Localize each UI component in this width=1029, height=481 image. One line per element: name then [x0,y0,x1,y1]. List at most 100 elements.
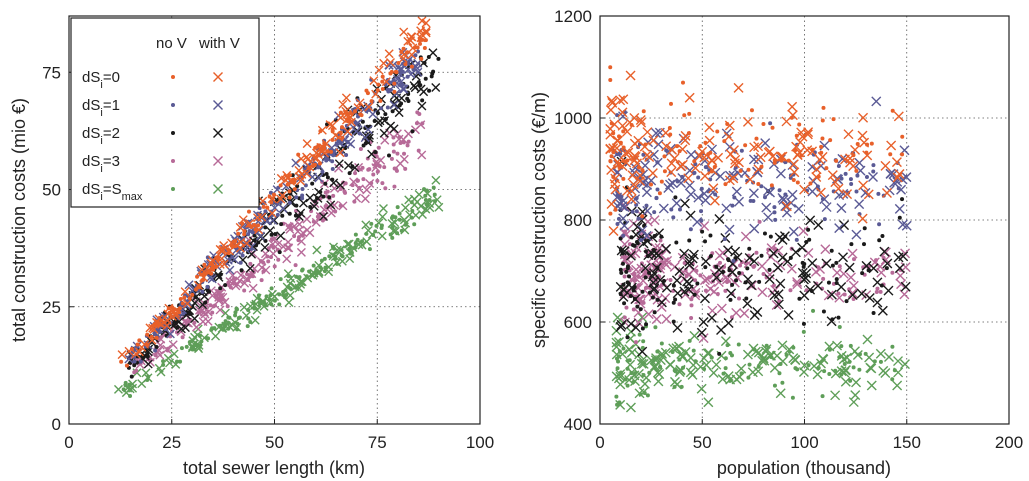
right-x-tick-label: 0 [595,433,604,452]
left-dSmax-dot-point [314,268,319,273]
right-dS2-cross-point [768,248,779,259]
left-dS0-dot-point [340,135,345,140]
right-dSmax-dot-point [772,383,777,388]
right-dSmax-cross-point [736,363,747,374]
left-dSmax-dot-point [161,362,166,367]
right-dS0-cross-point [622,126,633,137]
right-dSmax-cross-point [841,352,852,363]
right-dS2-cross-point [672,288,683,299]
right-dS1-dot-point [619,194,624,199]
left-dS3-cross-point [268,239,278,249]
right-dSmax-dot-point [615,366,620,371]
right-dS0-cross-point [610,184,621,195]
left-dS0-dot-point [135,342,140,347]
left-dS1-dot-point [413,53,418,58]
right-dSmax-dot-point [777,371,782,376]
right-dS0-cross-point [842,189,853,200]
left-dS2-dot-point [218,286,223,291]
right-dS1-dot-point [616,194,621,199]
right-dS2-dot-point [762,231,767,236]
left-dS0-cross-point [336,113,346,123]
left-dS0-cross-point [355,98,365,108]
left-dS3-cross-point [365,179,375,189]
right-dSmax-cross-point [646,355,657,366]
right-dS0-dot-point [820,136,825,141]
left-dSmax-cross-point [377,231,387,241]
right-dSmax-dot-point [637,332,642,337]
right-dSmax-dot-point [642,391,647,396]
right-dSmax-dot-point [680,365,685,370]
right-dS3-cross-point [810,266,821,277]
right-dS0-cross-point [802,129,813,140]
right-dS3-cross-point [766,243,777,254]
right-dS0-cross-point [680,135,691,146]
right-dS3-cross-point [731,307,742,318]
right-dS2-cross-point [730,246,741,257]
right-dS2-cross-point [847,289,858,300]
left-dS3-cross-point [338,201,348,211]
left-dS1-dot-point [275,201,280,206]
right-dS2-cross-point [779,231,790,242]
right-dSmax-cross-point [875,348,886,359]
right-dS1-dot-point [855,173,860,178]
right-dSmax-dot-point [756,364,761,369]
right-dS1-dot-point [644,203,649,208]
left-dSmax-cross-point [169,349,179,359]
left-dS0-cross-point [258,196,268,206]
right-dS3-cross-point [716,303,727,314]
left-dS3-dot-point [197,310,202,315]
left-dS2-cross-point [309,201,319,211]
right-dS2-dot-point [652,310,657,315]
right-dS0-cross-point [605,143,616,154]
left-dSmax-cross-point [284,298,294,308]
left-dS3-cross-point [155,350,165,360]
right-dS0-dot-point [629,123,634,128]
right-dS3-cross-point [792,279,803,290]
left-dS2-dot-point [405,96,410,101]
left-dS2-dot-point [373,150,378,155]
right-dS2-cross-point [699,293,710,304]
right-dSmax-cross-point [626,367,637,378]
left-dS1-cross-point [124,354,134,364]
left-dS3-dot-point [323,190,328,195]
right-dS0-dot-point [890,108,895,113]
left-dS1-dot-point [138,359,143,364]
right-dSmax-dot-point [625,383,630,388]
right-dSmax-cross-point [611,341,622,352]
right-dS0-cross-point [699,171,710,181]
left-dS1-dot-point [153,348,158,353]
right-dS0-cross-point [730,154,741,165]
left-dS1-cross-point [346,139,356,149]
right-dSmax-cross-point [723,371,734,382]
right-dS0-cross-point [669,153,680,164]
left-dSmax-cross-point [171,359,181,369]
left-dS2-dot-point [383,112,388,117]
left-dS1-dot-point [385,105,390,110]
right-dSmax-cross-point [893,367,904,378]
right-dS3-cross-point [699,220,710,231]
right-dS1-cross-point [897,219,908,230]
right-dS2-cross-point [625,250,636,261]
left-dS0-dot-point [380,87,385,92]
right-dS2-dot-point [849,242,854,247]
left-dS3-cross-point [324,202,334,212]
left-dS3-cross-point [293,227,303,236]
right-dS1-dot-point [639,238,644,243]
right-dS0-cross-point [626,194,637,205]
left-dSmax-cross-point [194,340,204,350]
right-dS0-cross-point [684,92,695,103]
left-dS0-dot-point [393,69,398,74]
left-dS3-dot-point [210,310,215,315]
left-dS2-cross-point [180,323,190,333]
left-dSmax-dot-point [184,344,189,349]
left-dS0-cross-point [421,26,431,36]
right-dS0-cross-point [608,143,619,154]
left-dS3-dot-point [366,167,371,172]
right-dS1-cross-point [652,157,663,168]
right-dSmax-cross-point [761,344,772,355]
left-dSmax-cross-point [113,384,123,394]
left-dS0-dot-point [197,284,202,289]
right-dS0-cross-point [749,142,760,153]
right-dS0-dot-point [746,167,751,172]
left-dS2-cross-point [314,187,324,197]
